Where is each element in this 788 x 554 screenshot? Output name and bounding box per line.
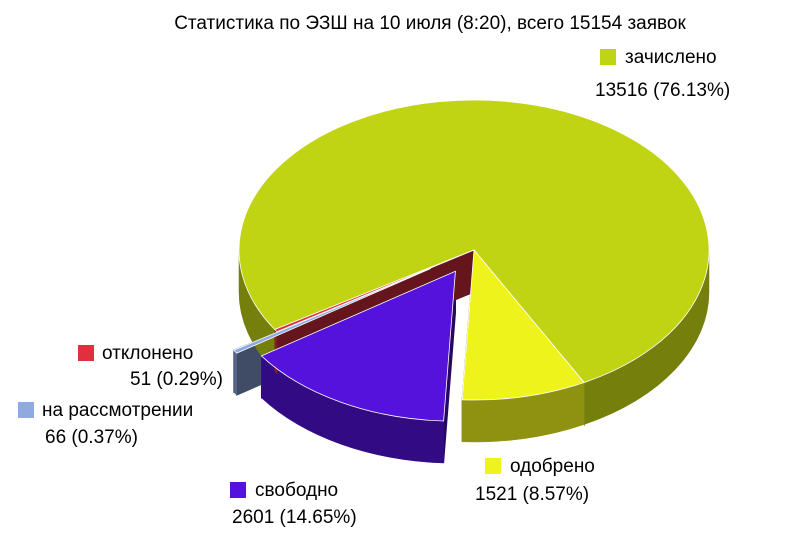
- legend-label: одобрено: [510, 456, 595, 477]
- value-label: 2601 (14.65%): [232, 507, 357, 528]
- slice: [274, 249, 475, 333]
- legend-label: свободно: [255, 480, 338, 501]
- legend-label: отклонено: [102, 343, 193, 364]
- legend-swatch: [485, 458, 501, 474]
- legend-swatch: [600, 49, 616, 65]
- slice-side: [233, 349, 238, 396]
- slice: [461, 248, 585, 401]
- value-label: 66 (0.37%): [45, 427, 138, 448]
- legend-swatch: [78, 345, 94, 361]
- slice: [238, 99, 710, 383]
- slice: [260, 270, 456, 422]
- labels: зачислено 13516 (76.13%) одобрено 1521 (8.5…: [18, 47, 730, 528]
- legend-swatch: [18, 402, 34, 418]
- legend-swatch: [230, 482, 246, 498]
- legend-label: зачислено: [625, 47, 717, 68]
- chart-title: Статистика по ЭЗШ на 10 июля (8:20), все…: [174, 13, 686, 34]
- legend-label: на рассмотрении: [42, 400, 193, 421]
- value-label: 13516 (76.13%): [595, 80, 730, 101]
- pie-tops: [233, 99, 710, 422]
- slice: [233, 268, 431, 354]
- value-label: 1521 (8.57%): [475, 484, 589, 505]
- value-label: 51 (0.29%): [130, 369, 223, 390]
